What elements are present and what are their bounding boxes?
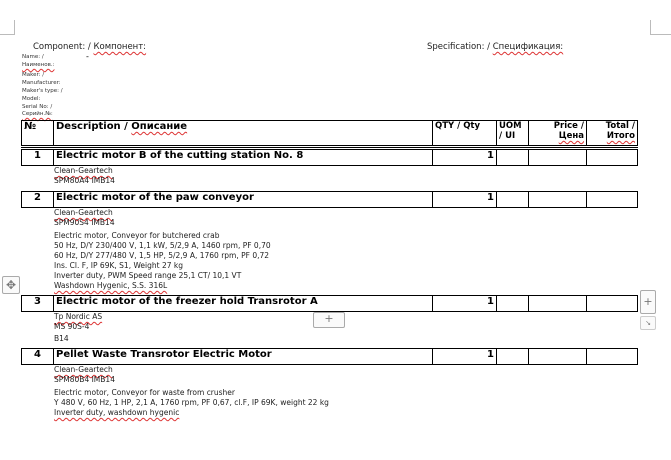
table-header: № Description / Описание QTY / Qty UOM /… [21,120,638,148]
item-detail: Clean-Geartech [54,365,113,374]
meta-makers-type: Maker's type: / [22,88,63,94]
specification-label: Specification: / Спецификация: [427,42,564,52]
table-row: 3 Electric motor of the freezer hold Tran… [21,295,638,312]
col-price: Price / Цена [528,120,587,147]
item-detail: SPM80B4 IMB14 [54,375,115,384]
item-no: 1 [21,149,54,166]
table-resize-handle[interactable]: ↘ [640,316,656,330]
item-qty: 1 [432,149,497,166]
name-value: - [86,52,89,61]
item-detail: Washdown Hygenic, S.S. 316L [54,281,168,290]
item-uom[interactable] [496,295,529,312]
item-detail: SPM90S4 IMB14 [54,218,115,227]
item-no: 4 [21,348,54,365]
col-qty: QTY / Qty [432,120,497,147]
add-row-button[interactable]: + [313,312,345,328]
meta-manufacturer: Manufacturer: [22,80,61,86]
item-detail: Clean-Geartech [54,166,113,175]
item-detail: B14 [54,334,69,343]
item-detail: MS 90S-4 [54,322,90,331]
meta-name: Name: / [22,54,44,60]
table-row: 4 Pellet Waste Transrotor Electric Motor 1 [21,348,638,365]
margin-corner-right [650,20,671,35]
meta-serial: Serial No: / [22,104,53,110]
item-no: 2 [21,191,54,208]
item-qty: 1 [432,191,497,208]
item-no: 3 [21,295,54,312]
item-detail: Clean-Geartech [54,208,113,217]
item-detail: Inverter duty, washdown hygenic [54,408,180,417]
item-title: Electric motor of the paw conveyor [53,191,433,208]
item-detail: Electric motor, Conveyor for butchered c… [54,231,220,240]
margin-corner-left [0,20,15,35]
item-detail: SPM80A4 IMB14 [54,176,115,185]
meta-model: Model: [22,96,41,102]
item-total[interactable] [586,295,638,312]
item-detail: 50 Hz, D/Y 230/400 V, 1,1 kW, 5/2,9 A, 1… [54,241,271,250]
item-detail: Tp Nordic AS [54,312,103,321]
item-title: Electric motor of the freezer hold Trans… [53,295,433,312]
item-uom[interactable] [496,191,529,208]
item-detail: Y 480 V, 60 Hz, 1 HP, 2,1 A, 1760 rpm, P… [54,398,329,407]
table-move-handle[interactable]: ✥ [2,276,20,294]
meta-serial-ru: Серийн.№: [22,111,53,117]
table-row: 1 Electric motor B of the cutting station… [21,149,638,166]
item-detail: 60 Hz, D/Y 277/480 V, 1,5 HP, 5/2,9 A, 1… [54,251,270,260]
item-price[interactable] [528,295,587,312]
meta-name-ru: Наименов.: [22,62,55,68]
item-title: Electric motor B of the cutting station … [53,149,433,166]
meta-maker: Maker: / [22,72,45,78]
item-uom[interactable] [496,149,529,166]
item-total[interactable] [586,348,638,365]
item-title: Pellet Waste Transrotor Electric Motor [53,348,433,365]
col-uom: UOM / UI [496,120,529,147]
col-description: Description / Описание [53,120,433,147]
item-detail: Inverter duty, PWM Speed range 25,1 CT/ … [54,271,242,280]
item-price[interactable] [528,348,587,365]
item-uom[interactable] [496,348,529,365]
item-detail: Electric motor, Conveyor for waste from … [54,388,236,397]
col-total: Total / Итого [586,120,638,147]
item-price[interactable] [528,149,587,166]
item-price[interactable] [528,191,587,208]
item-total[interactable] [586,149,638,166]
add-column-button[interactable]: + [640,290,656,314]
table-row: 2 Electric motor of the paw conveyor 1 [21,191,638,208]
item-total[interactable] [586,191,638,208]
col-no: № [21,120,54,147]
item-detail: Ins. Cl. F, IP 69K, S1, Weight 27 kg [54,261,184,270]
item-qty: 1 [432,348,497,365]
item-qty: 1 [432,295,497,312]
component-label: Component: / Компонент: [33,42,147,52]
